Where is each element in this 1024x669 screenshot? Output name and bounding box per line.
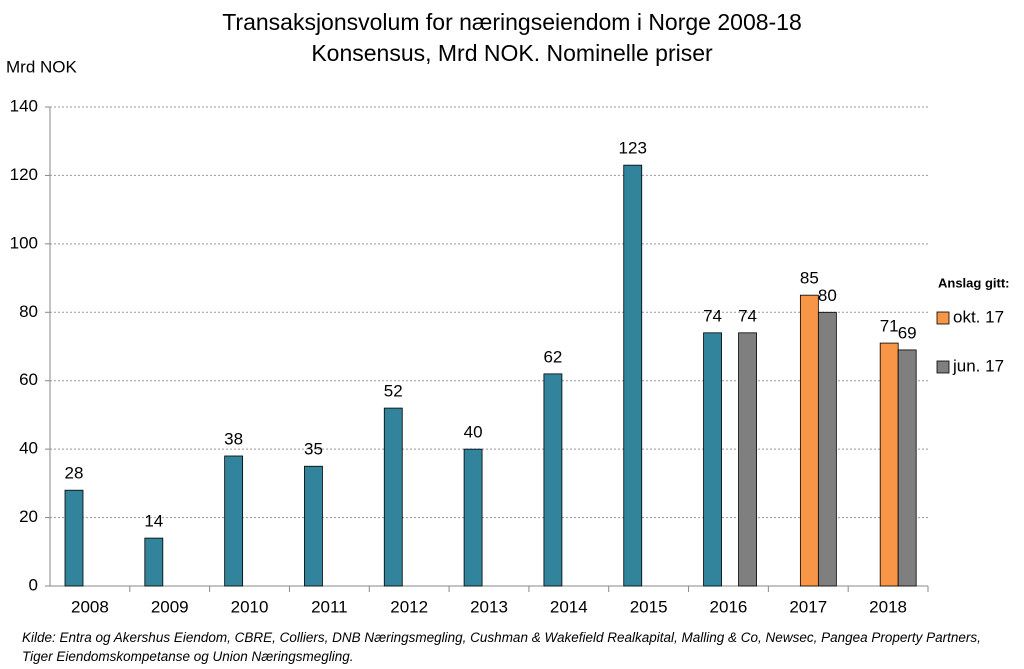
y-tick-label: 60 [19,370,38,389]
legend-label: okt. 17 [953,307,1004,326]
chart-title: Transaksjonsvolum for næringseiendom i N… [222,9,802,35]
bar [623,164,643,587]
value-label: 62 [543,347,562,366]
x-tick-label: 2013 [470,597,508,616]
value-label: 35 [304,440,323,459]
legend-label: jun. 17 [952,356,1004,375]
bar [543,373,563,587]
y-tick-label: 140 [10,96,38,115]
value-label: 85 [800,269,819,288]
bar [144,537,164,587]
bar [879,342,899,587]
bar [463,448,483,587]
x-tick-label: 2015 [630,597,668,616]
source-note: Kilde: Entra og Akershus Eiendom, CBRE, … [22,630,981,664]
bar [383,407,403,587]
bar [897,349,917,587]
x-tick-label: 2017 [789,597,827,616]
bar [703,332,722,587]
x-tick-label: 2014 [550,597,588,616]
value-label: 123 [619,139,647,158]
bar [304,465,323,587]
x-tick-label: 2018 [869,597,907,616]
legend-title: Anslag gitt: [938,275,1010,290]
x-tick-label: 2016 [710,597,748,616]
y-tick-label: 40 [19,439,38,458]
value-label: 80 [818,286,837,305]
x-tick-label: 2009 [151,597,189,616]
value-label: 40 [464,423,483,442]
value-label: 74 [703,306,722,325]
x-tick-label: 2010 [231,597,269,616]
y-tick-label: 20 [19,507,38,526]
y-tick-label: 120 [10,165,38,184]
y-tick-label: 100 [10,233,38,252]
chart-subtitle: Konsensus, Mrd NOK. Nominelle priser [311,40,713,66]
bar [738,332,757,587]
value-label: 71 [880,317,899,336]
value-label: 69 [898,323,917,342]
value-label: 52 [384,382,403,401]
y-tick-label: 80 [19,302,38,321]
value-label: 38 [224,429,243,448]
x-tick-label: 2008 [71,597,109,616]
bar [224,455,244,587]
x-tick-label: 2011 [311,597,348,616]
bar [799,294,819,587]
chart: Transaksjonsvolum for næringseiendom i N… [6,9,1010,616]
bar [64,489,84,587]
bar [817,311,837,587]
legend-swatch [936,360,950,374]
x-tick-label: 2012 [390,597,428,616]
value-label: 28 [65,464,84,483]
y-tick-label: 0 [29,575,38,594]
legend-swatch [936,311,950,325]
value-label: 74 [738,306,757,325]
y-axis-label: Mrd NOK [6,57,78,76]
value-label: 14 [144,512,163,531]
